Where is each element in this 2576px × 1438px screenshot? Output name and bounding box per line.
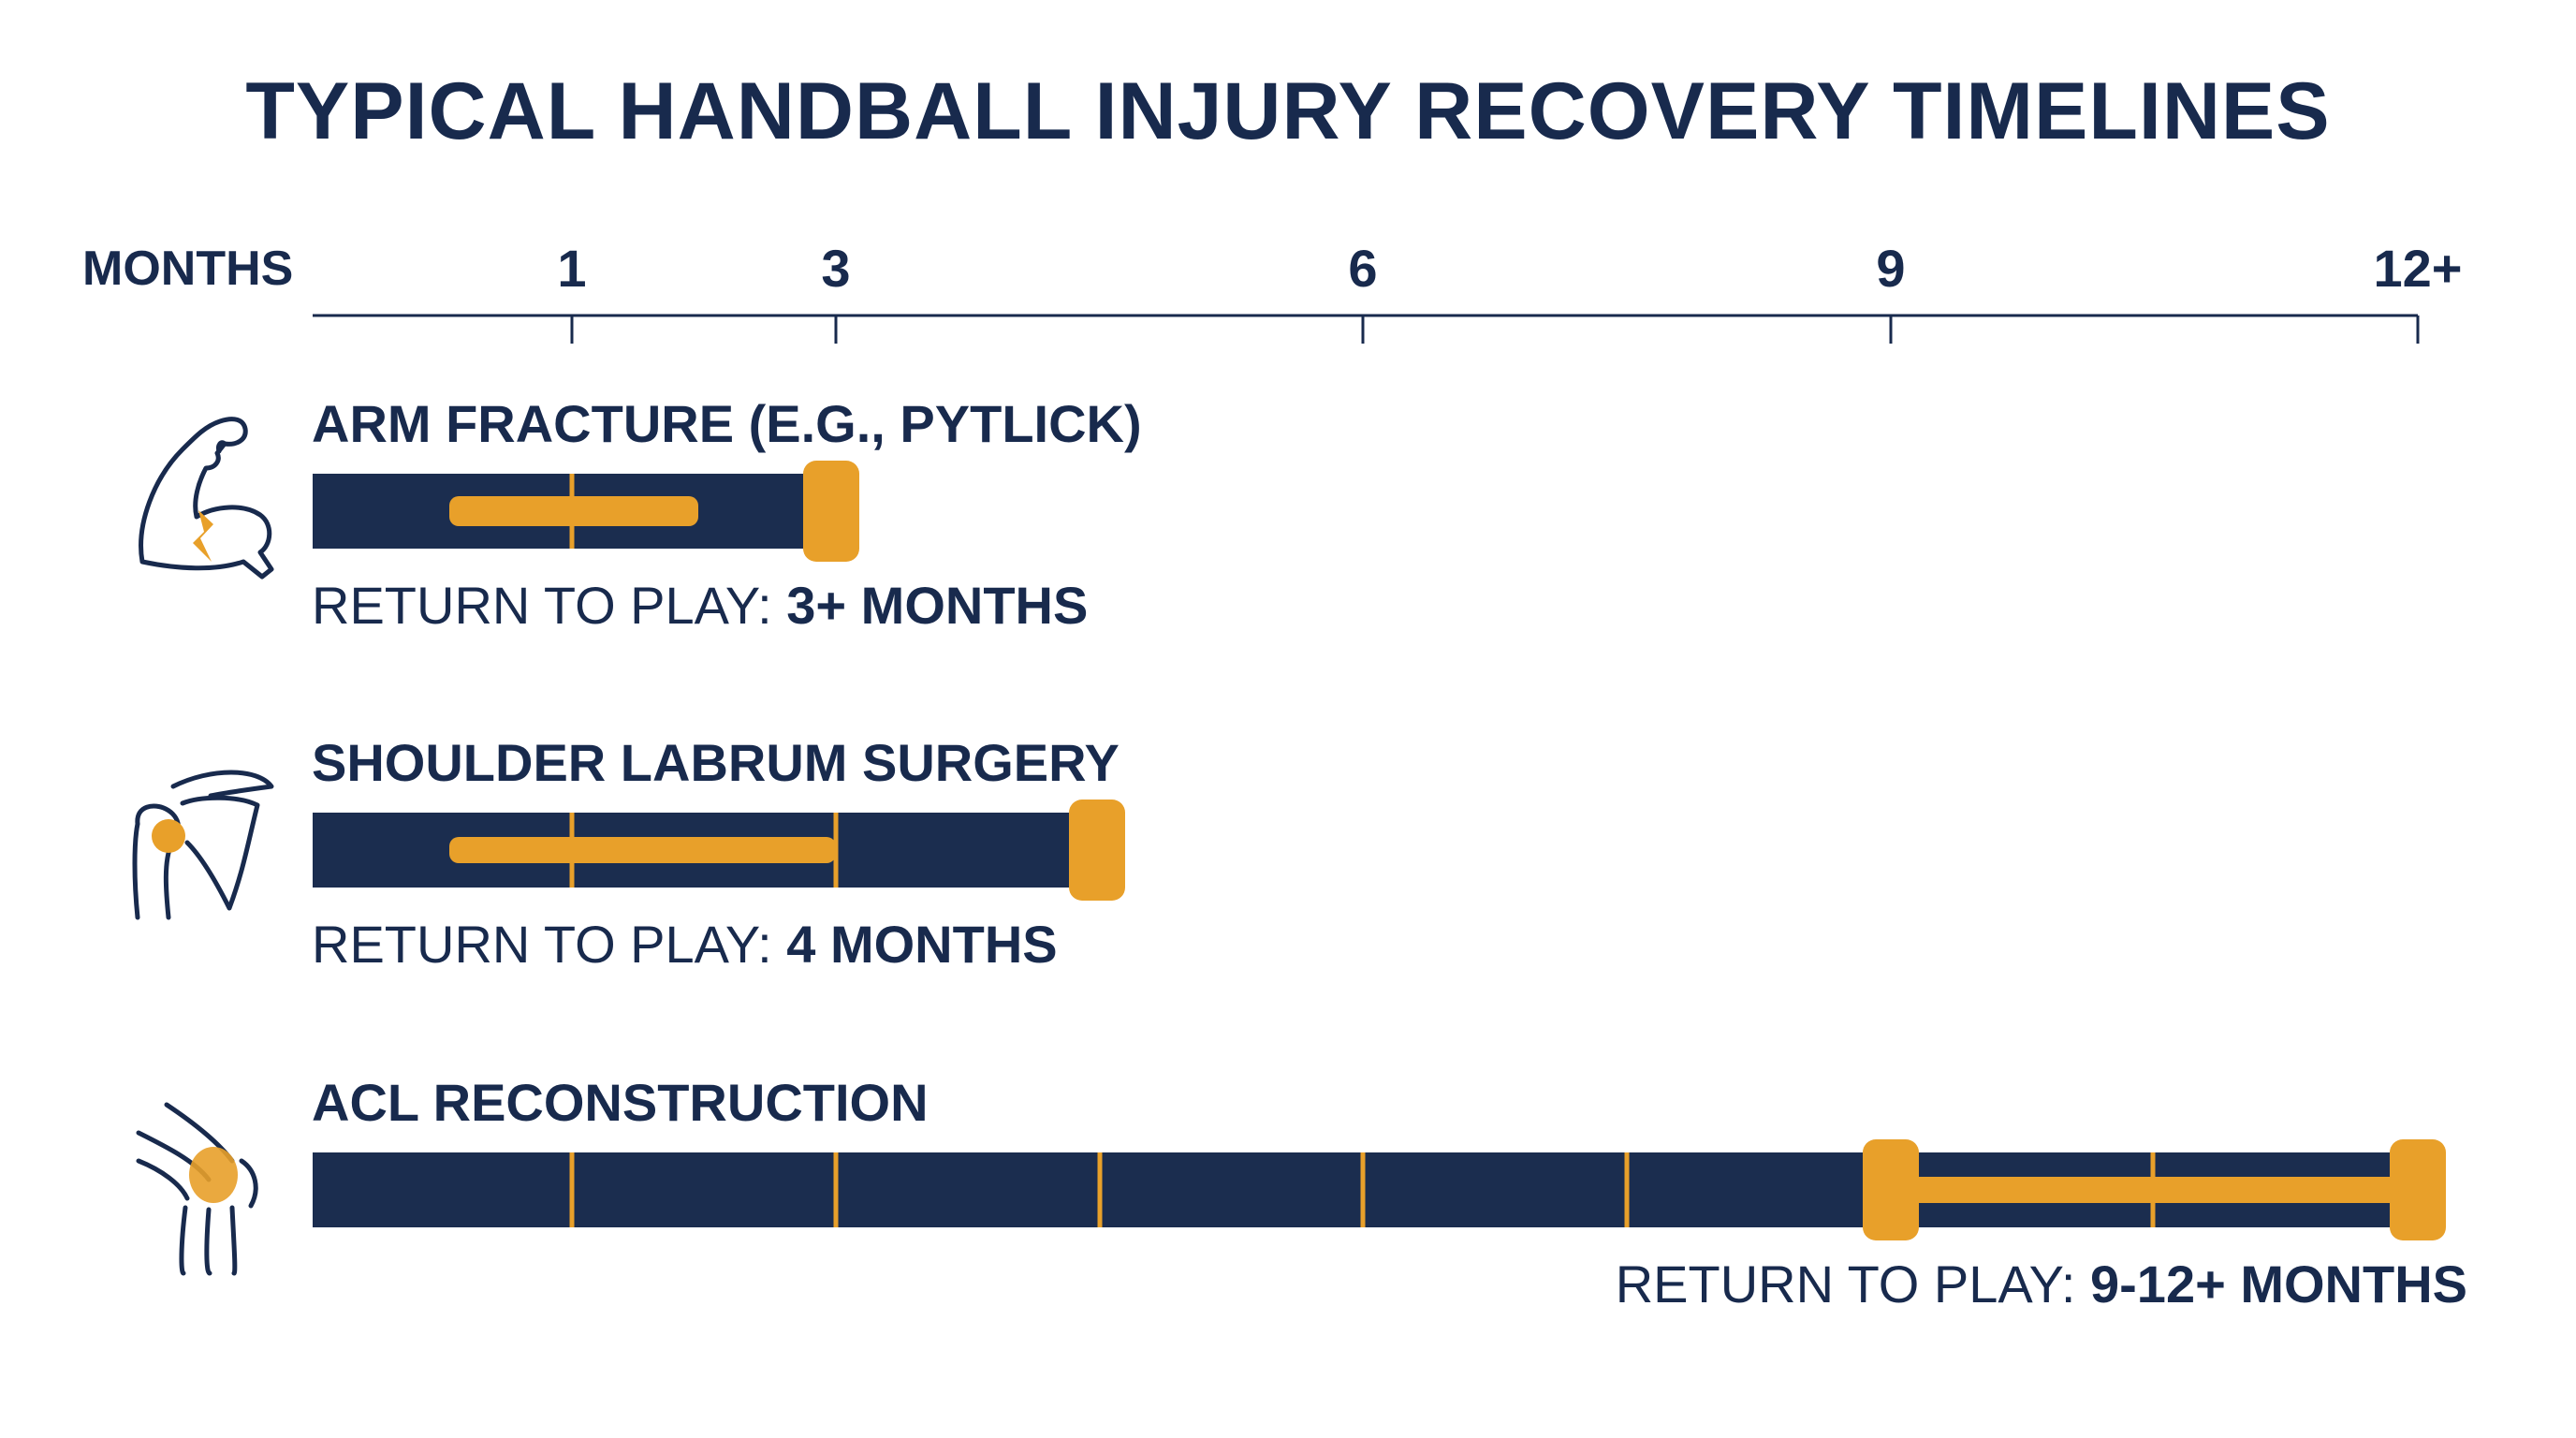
return-to-play-label: RETURN TO PLAY: 4 MONTHS — [312, 915, 1058, 974]
recovery-track — [449, 496, 698, 526]
injury-name: ARM FRACTURE (E.G., PYTLICK) — [312, 394, 1142, 453]
return-to-play-label: RETURN TO PLAY: 3+ MONTHS — [312, 576, 1088, 635]
shoulder-joint-icon — [132, 770, 274, 920]
axis-label: MONTHS — [82, 242, 293, 296]
return-to-play-marker — [803, 461, 859, 562]
injury-row: ACL RECONSTRUCTION RETURN TO PLAY: 9-12+ … — [312, 1073, 2467, 1313]
return-to-play-value: 4 MONTHS — [786, 915, 1057, 974]
return-to-play-end-marker — [2390, 1139, 2446, 1240]
axis-tick-label: 6 — [1348, 239, 1377, 298]
return-to-play-value: 3+ MONTHS — [786, 576, 1088, 635]
axis-tick-label: 3 — [821, 239, 850, 298]
return-to-play-marker — [1069, 800, 1125, 901]
injury-row: SHOULDER LABRUM SURGERY RETURN TO PLAY: 4… — [312, 733, 1125, 974]
axis-tick-label: 12+ — [2374, 239, 2463, 298]
return-to-play-start-marker — [1863, 1139, 1919, 1240]
arm-fracture-mark-icon — [193, 510, 213, 562]
recovery-track — [1891, 1177, 2415, 1203]
return-to-play-prefix: RETURN TO PLAY: — [312, 915, 786, 974]
return-to-play-value: 9-12+ MONTHS — [2090, 1255, 2467, 1313]
chart-title: TYPICAL HANDBALL INJURY RECOVERY TIMELIN… — [245, 66, 2331, 156]
shoulder-highlight-icon — [152, 819, 185, 853]
flexed-arm-icon — [139, 417, 274, 580]
knee-joint-icon — [136, 1102, 258, 1276]
recovery-track — [449, 837, 836, 863]
injury-row: ARM FRACTURE (E.G., PYTLICK) RETURN TO PL… — [312, 394, 1142, 635]
return-to-play-prefix: RETURN TO PLAY: — [312, 576, 786, 635]
knee-highlight-icon — [189, 1147, 238, 1203]
axis-tick-label: 9 — [1876, 239, 1905, 298]
return-to-play-label: RETURN TO PLAY: 9-12+ MONTHS — [1616, 1255, 2467, 1313]
injury-rows: ARM FRACTURE (E.G., PYTLICK) RETURN TO PL… — [312, 394, 2467, 1313]
return-to-play-prefix: RETURN TO PLAY: — [1616, 1255, 2090, 1313]
injury-name: SHOULDER LABRUM SURGERY — [312, 733, 1120, 792]
injury-name: ACL RECONSTRUCTION — [312, 1073, 929, 1132]
month-axis: MONTHS 1 3 6 9 12+ — [82, 239, 2463, 344]
axis-tick-label: 1 — [557, 239, 586, 298]
